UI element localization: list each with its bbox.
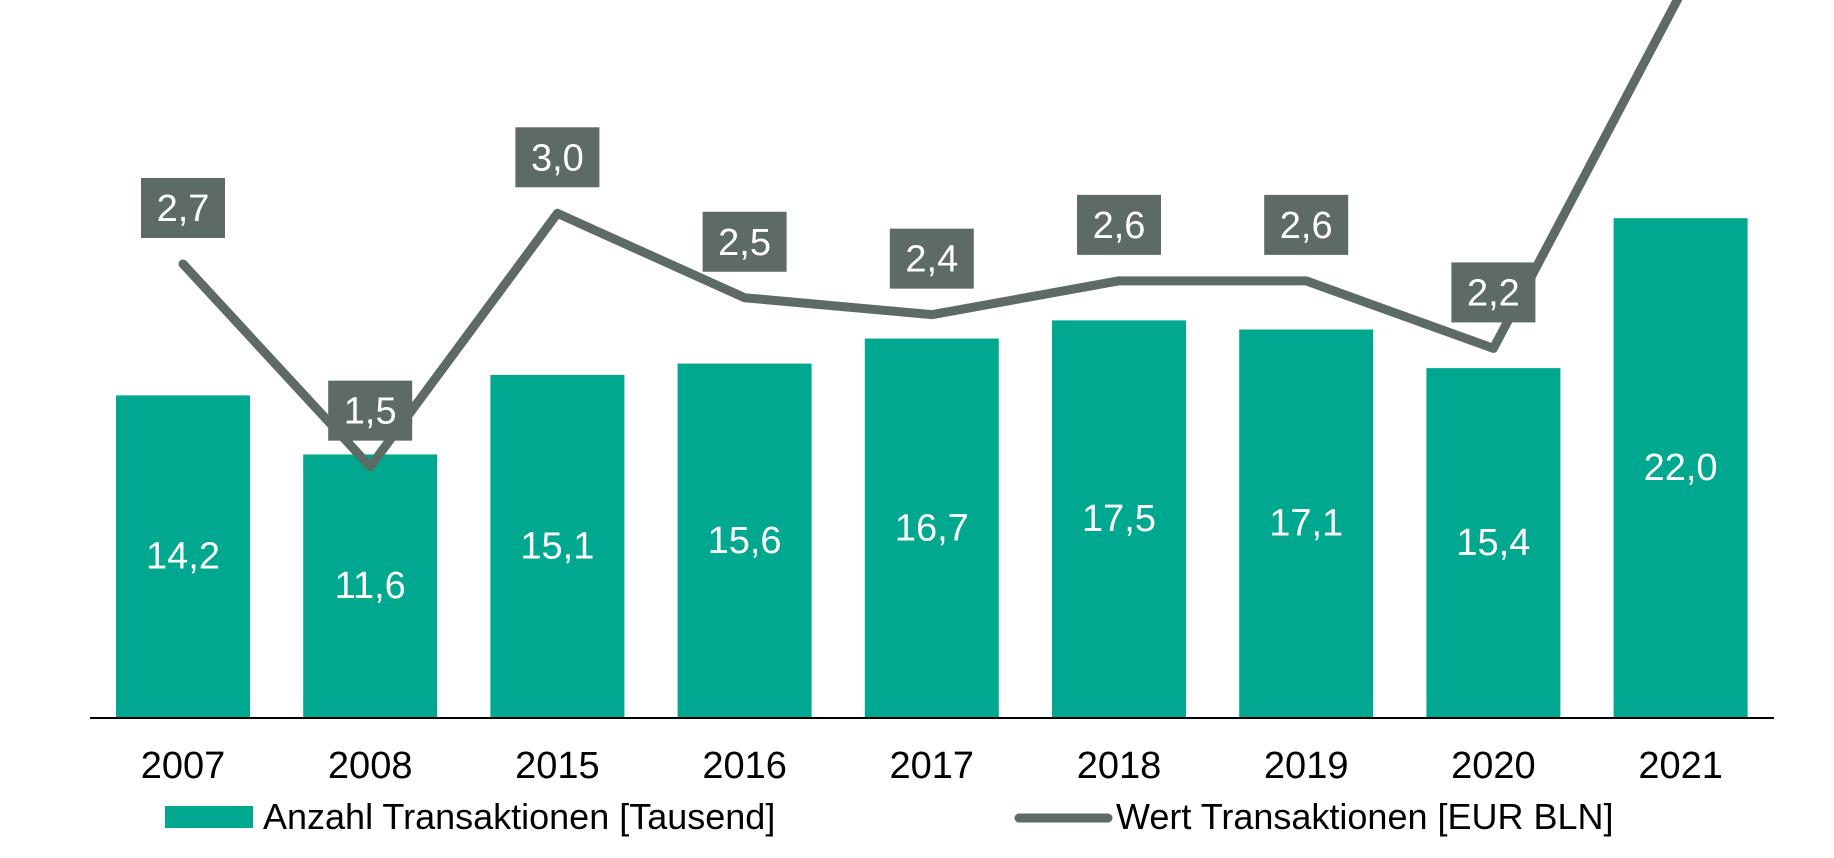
- x-tick-label: 2019: [1264, 745, 1349, 787]
- line-data-label-box: [515, 127, 600, 188]
- line-data-label-box: [328, 380, 413, 441]
- bar: [1426, 368, 1561, 718]
- x-tick-label: 2017: [890, 745, 975, 787]
- bar: [116, 395, 250, 718]
- bar-data-label: 15,6: [708, 520, 782, 562]
- line-data-label: 2,7: [157, 188, 210, 230]
- bar: [1052, 320, 1186, 718]
- bar-data-label: 15,4: [1456, 522, 1530, 564]
- line-data-label-box: [141, 177, 225, 238]
- bar-data-label: 11,6: [335, 565, 406, 607]
- x-tick-label: 2008: [328, 745, 413, 787]
- x-tick-label: 2020: [1451, 745, 1536, 787]
- line-data-label: 3,0: [531, 137, 584, 179]
- line-data-label-box: [1077, 194, 1161, 255]
- line-series: 2,71,53,02,52,42,62,62,24,3: [141, 0, 1683, 472]
- x-tick-label: 2007: [141, 745, 226, 787]
- line-data-label: 2,5: [718, 222, 771, 264]
- legend-swatch-bars: [165, 806, 253, 828]
- legend: Anzahl Transaktionen [Tausend] Wert Tran…: [165, 796, 1614, 837]
- line-data-label: 2,4: [905, 239, 958, 281]
- bar: [864, 338, 999, 718]
- bar: [1613, 218, 1748, 718]
- line-data-label-box: [702, 211, 787, 272]
- bar: [1239, 329, 1374, 718]
- bar-data-label: 17,5: [1082, 498, 1156, 540]
- bar: [303, 454, 438, 718]
- x-tick-label: 2015: [515, 745, 600, 787]
- line-data-label: 2,6: [1093, 205, 1146, 247]
- bar-data-label: 22,0: [1644, 447, 1718, 489]
- line-path: [178, 0, 1683, 472]
- x-axis-ticks: 2007 2008 2015 2016 2017 2018 2019 2020 2021: [141, 745, 1723, 787]
- bar: [677, 363, 812, 718]
- line-data-label-box: [1451, 262, 1536, 323]
- bar-data-label: 16,7: [895, 507, 969, 549]
- x-tick-label: 2016: [702, 745, 787, 787]
- x-tick-label: 2021: [1638, 745, 1723, 787]
- bar-data-label: 15,1: [520, 525, 594, 567]
- line-data-label: 2,2: [1467, 272, 1520, 314]
- line-data-label: 1,5: [344, 391, 397, 433]
- legend-label-line: Wert Transaktionen [EUR BLN]: [1116, 796, 1614, 837]
- line-data-label-box: [1264, 194, 1349, 255]
- x-tick-label: 2018: [1077, 745, 1162, 787]
- legend-label-bars: Anzahl Transaktionen [Tausend]: [263, 796, 775, 837]
- line-data-label: 2,6: [1280, 205, 1333, 247]
- bar: [490, 374, 625, 718]
- bar-series: 14,2 11,6 15,1 15,6 16,7 17,5 17,1 15,4 22,0: [116, 218, 1748, 718]
- bar-data-label: 17,1: [1269, 503, 1343, 545]
- bar-data-label: 14,2: [146, 536, 220, 578]
- line-data-label-box: [889, 228, 974, 289]
